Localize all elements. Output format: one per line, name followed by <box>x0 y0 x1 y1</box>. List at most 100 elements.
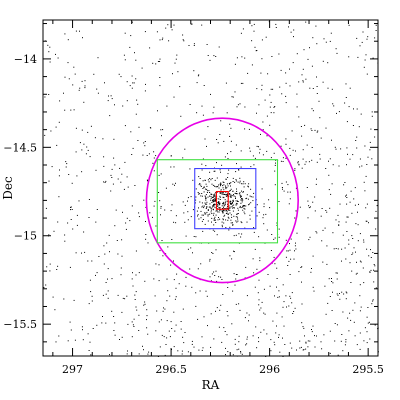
cluster-star-point <box>240 202 242 204</box>
field-star-point <box>225 82 227 84</box>
cluster-star-point <box>199 178 201 179</box>
field-star-point <box>183 40 185 42</box>
cluster-star-point <box>211 199 213 201</box>
field-star-point <box>338 224 340 226</box>
cluster-star-point <box>209 213 211 215</box>
field-star-point <box>338 111 340 113</box>
field-star-point <box>235 274 237 275</box>
field-star-point <box>147 242 149 244</box>
field-star-point <box>185 285 187 287</box>
field-star-point <box>363 239 365 241</box>
field-star-point <box>302 149 304 151</box>
cluster-star-point <box>226 200 228 202</box>
field-star-point <box>305 78 307 80</box>
field-star-point <box>234 338 236 340</box>
field-star-point <box>304 335 305 337</box>
field-star-point <box>75 252 77 254</box>
field-star-point <box>315 231 317 233</box>
field-star-point <box>295 242 296 244</box>
field-star-point <box>350 190 352 192</box>
field-star-point <box>366 203 368 205</box>
field-star-point <box>114 164 116 166</box>
field-star-point <box>270 350 272 352</box>
field-star-point <box>219 134 221 135</box>
field-star-point <box>284 344 286 345</box>
field-star-point <box>271 56 273 57</box>
cluster-star-point <box>214 203 216 205</box>
field-star-point <box>356 136 358 138</box>
cluster-star-point <box>222 219 224 221</box>
cluster-star-point <box>230 203 232 204</box>
field-star-point <box>338 165 340 167</box>
field-star-point <box>370 249 371 251</box>
field-star-point <box>189 268 191 270</box>
cluster-star-point <box>213 204 215 206</box>
cluster-star-point <box>236 203 238 205</box>
field-star-point <box>81 129 83 131</box>
field-star-point <box>220 189 222 191</box>
field-star-point <box>325 41 327 43</box>
field-star-point <box>273 238 275 240</box>
field-star-point <box>174 298 176 300</box>
field-star-point <box>315 183 317 185</box>
cluster-star-point <box>219 207 221 209</box>
field-star-point <box>111 310 113 312</box>
cluster-star-point <box>237 200 238 202</box>
field-star-point <box>254 286 256 288</box>
field-star-point <box>251 40 253 42</box>
cluster-star-point <box>200 184 202 186</box>
cluster-star-point <box>245 205 247 207</box>
field-star-point <box>307 200 309 202</box>
cluster-star-point <box>201 193 203 194</box>
field-star-point <box>225 347 226 349</box>
field-star-point <box>366 73 368 75</box>
field-star-point <box>291 347 293 349</box>
field-star-point <box>256 204 258 206</box>
field-star-point <box>227 287 229 288</box>
field-star-point <box>155 155 157 157</box>
field-star-point <box>150 127 152 129</box>
cluster-star-point <box>197 215 198 217</box>
field-star-point <box>202 347 204 349</box>
field-star-point <box>84 80 86 82</box>
cluster-star-point <box>206 190 208 192</box>
cluster-star-point <box>246 221 248 223</box>
field-star-point <box>74 73 76 75</box>
field-star-point <box>366 342 368 344</box>
cluster-star-point <box>244 183 246 185</box>
field-star-point <box>262 121 264 123</box>
cluster-star-point <box>226 187 228 189</box>
field-star-point <box>236 274 238 275</box>
field-star-point <box>180 115 182 117</box>
field-star-point <box>289 147 291 149</box>
field-star-point <box>235 278 237 280</box>
field-star-point <box>173 96 175 98</box>
field-star-point <box>207 55 209 56</box>
field-star-point <box>308 205 310 207</box>
field-star-point <box>348 243 350 245</box>
cluster-star-point <box>219 195 221 197</box>
field-star-point <box>332 164 334 166</box>
cluster-star-point <box>234 207 235 209</box>
field-star-point <box>75 30 77 32</box>
field-star-point <box>89 279 91 281</box>
cluster-star-point <box>229 202 231 204</box>
field-star-point <box>311 268 312 269</box>
field-star-point <box>253 231 255 233</box>
cluster-star-point <box>206 185 208 187</box>
cluster-star-point <box>237 218 239 220</box>
field-star-point <box>281 187 283 188</box>
field-star-point <box>126 353 128 355</box>
field-star-point <box>289 249 291 251</box>
field-star-point <box>356 37 358 39</box>
field-star-point <box>111 98 113 100</box>
field-star-point <box>290 297 292 299</box>
field-star-point <box>114 322 116 324</box>
field-star-point <box>215 270 217 272</box>
cluster-star-point <box>233 195 235 197</box>
field-star-point <box>328 189 330 191</box>
field-star-point <box>266 150 268 152</box>
field-star-point <box>113 138 115 140</box>
cluster-star-point <box>213 205 215 207</box>
field-star-point <box>220 304 222 306</box>
